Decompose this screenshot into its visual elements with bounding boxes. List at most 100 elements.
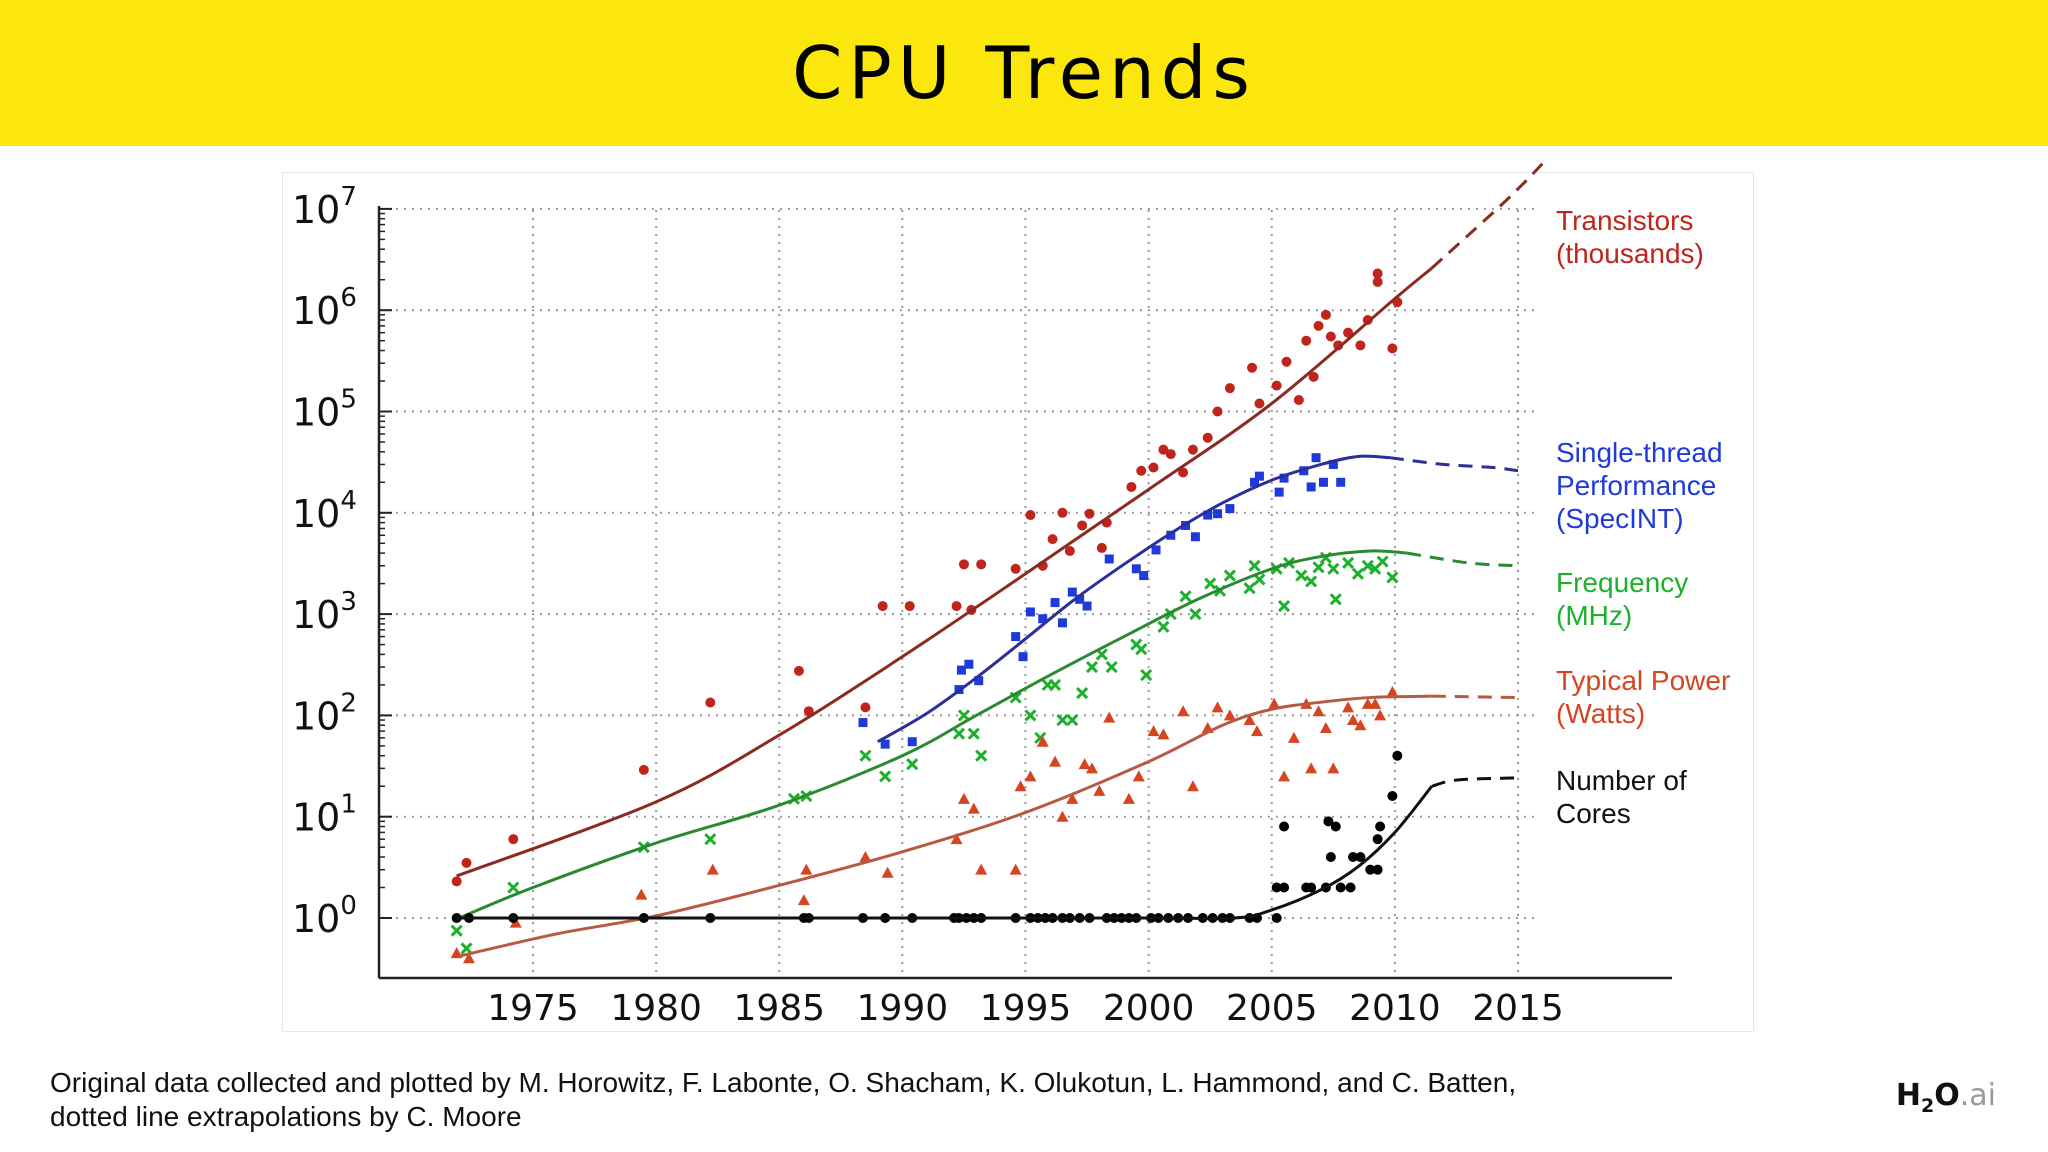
data-point bbox=[964, 659, 974, 669]
data-point bbox=[1014, 780, 1027, 792]
data-point bbox=[1355, 340, 1366, 351]
series-3: Typical Power(Watts) bbox=[450, 665, 1730, 964]
data-point bbox=[1009, 863, 1022, 875]
credit-line-2: dotted line extrapolations by C. Moore bbox=[50, 1101, 522, 1132]
data-point bbox=[1186, 780, 1199, 792]
data-point bbox=[1328, 459, 1338, 469]
data-point bbox=[1323, 816, 1334, 827]
data-point bbox=[1308, 371, 1319, 382]
data-point bbox=[975, 863, 988, 875]
series-label: Cores bbox=[1556, 798, 1631, 829]
data-point bbox=[1287, 731, 1300, 743]
x-tick-label: 1985 bbox=[733, 988, 825, 1029]
data-point bbox=[1132, 770, 1145, 782]
data-point bbox=[1347, 714, 1360, 726]
data-point bbox=[1250, 477, 1260, 487]
data-point bbox=[507, 881, 520, 894]
data-point bbox=[1354, 719, 1367, 731]
data-point bbox=[1179, 590, 1192, 603]
data-point bbox=[1096, 542, 1107, 553]
data-point bbox=[1330, 821, 1341, 832]
x-tick-label: 1975 bbox=[487, 988, 579, 1029]
data-point bbox=[907, 737, 917, 747]
data-point bbox=[1036, 735, 1049, 747]
data-point bbox=[1329, 593, 1342, 606]
data-point bbox=[1336, 477, 1346, 487]
data-point bbox=[1325, 852, 1336, 863]
data-point bbox=[1148, 462, 1159, 473]
data-point bbox=[1085, 762, 1098, 774]
data-point bbox=[1151, 545, 1161, 555]
data-point bbox=[1056, 810, 1069, 822]
data-point bbox=[1313, 320, 1324, 331]
extrapolation-line bbox=[1431, 694, 1519, 700]
data-point bbox=[1024, 709, 1037, 722]
data-point bbox=[951, 601, 962, 612]
data-point bbox=[1279, 821, 1290, 832]
data-point bbox=[1147, 725, 1160, 737]
data-point bbox=[1318, 477, 1328, 487]
data-point bbox=[1203, 510, 1213, 520]
series-label: Performance bbox=[1556, 470, 1716, 501]
data-point bbox=[1064, 545, 1075, 556]
data-point bbox=[461, 857, 472, 868]
data-point bbox=[1085, 661, 1099, 674]
data-point bbox=[1213, 509, 1223, 519]
data-point bbox=[1311, 453, 1321, 463]
series-label: Transistors bbox=[1556, 205, 1693, 236]
page-title: CPU Trends bbox=[792, 31, 1256, 115]
data-point bbox=[859, 851, 872, 863]
data-point bbox=[1136, 465, 1147, 476]
series-0: Transistors(thousands) bbox=[451, 162, 1704, 887]
data-point bbox=[967, 802, 980, 814]
data-point bbox=[1325, 331, 1336, 342]
trend-line bbox=[458, 549, 1408, 920]
extrapolation-line bbox=[1389, 456, 1519, 473]
data-point bbox=[1372, 276, 1383, 287]
data-point bbox=[1375, 821, 1386, 832]
data-point bbox=[1187, 444, 1198, 455]
series-label: Number of bbox=[1556, 765, 1687, 796]
data-point bbox=[462, 952, 475, 964]
data-point bbox=[1166, 530, 1176, 540]
series-label: (Watts) bbox=[1556, 698, 1645, 729]
data-point bbox=[1361, 559, 1374, 572]
extrapolation-line bbox=[1430, 162, 1544, 270]
x-tick-label: 2000 bbox=[1103, 988, 1195, 1029]
data-point bbox=[1224, 383, 1235, 394]
series-label: Typical Power bbox=[1556, 665, 1730, 696]
x-tick-label: 2005 bbox=[1226, 988, 1318, 1029]
data-point bbox=[1010, 563, 1021, 574]
data-point bbox=[508, 834, 519, 845]
data-point bbox=[975, 749, 988, 762]
x-tick-label: 2010 bbox=[1349, 988, 1441, 1029]
data-point bbox=[1011, 632, 1021, 642]
data-point bbox=[1369, 697, 1382, 709]
x-tick-label: 1995 bbox=[980, 988, 1072, 1029]
y-tick-label: 102 bbox=[292, 688, 357, 738]
data-point bbox=[1202, 432, 1213, 443]
data-point bbox=[1165, 449, 1176, 460]
data-point bbox=[1178, 467, 1189, 478]
data-point bbox=[1066, 792, 1079, 804]
series-label: (SpecINT) bbox=[1556, 503, 1684, 534]
data-point bbox=[1048, 678, 1062, 691]
data-point bbox=[1387, 791, 1398, 802]
data-point bbox=[1392, 750, 1403, 761]
data-point bbox=[1050, 598, 1060, 608]
data-point bbox=[800, 863, 813, 875]
data-point bbox=[877, 601, 888, 612]
data-point bbox=[1365, 864, 1376, 875]
data-point bbox=[1057, 618, 1067, 628]
data-point bbox=[793, 665, 804, 676]
data-point bbox=[1278, 770, 1291, 782]
data-point bbox=[1131, 564, 1141, 574]
data-point bbox=[976, 559, 987, 570]
y-tick-label: 104 bbox=[292, 486, 357, 536]
trend-line bbox=[876, 454, 1391, 743]
data-point bbox=[1075, 594, 1085, 604]
data-point bbox=[1067, 587, 1077, 597]
series-2: Frequency(MHz) bbox=[450, 549, 1688, 955]
data-point bbox=[1243, 582, 1256, 595]
data-point bbox=[1250, 725, 1263, 737]
